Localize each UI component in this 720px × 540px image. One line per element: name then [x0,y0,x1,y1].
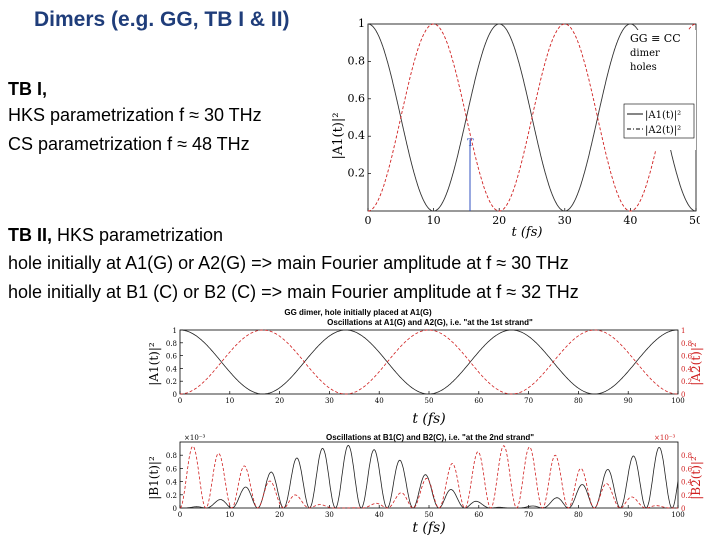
series-line-1 [180,444,679,509]
series-line-1 [180,329,678,395]
y-tick-label: 0.8 [166,452,177,460]
chart3-xlabel: t (fs) [412,520,445,536]
x-tick-label: 0 [178,511,182,519]
chart3-scale-right: ×10⁻³ [654,434,675,442]
x-tick-label: 30 [325,397,334,405]
x-tick-label: 40 [375,511,384,519]
x-tick-label: 20 [492,214,506,227]
x-tick-label: 40 [375,397,384,405]
x-tick-label: 30 [325,511,334,519]
tb1-hks-line: HKS parametrization f ≈ 30 THz [8,105,262,125]
y-tick-label-right: 0.6 [681,353,693,361]
y-tick-label-right: 0.4 [681,479,693,487]
series-line-2 [368,23,696,212]
chart1-legend-line2: dimer [630,48,660,59]
tb2-heading-rest: HKS parametrization [52,225,224,245]
chart2-frame [179,329,679,395]
chart2-ylabel-right: |A2(t)|² [689,342,703,386]
chart3-scale-left: ×10⁻³ [184,434,205,442]
series-line-2 [180,329,678,395]
series-line-2 [179,445,678,509]
y-tick-label: 0.2 [166,492,177,500]
chart1-legend-line1: GG ≡ CC [630,32,681,45]
y-tick-label: 0.4 [348,129,366,142]
chart1-ylabel: |A1(t)|² [331,113,346,160]
chart1-legend-box [623,103,695,139]
x-tick-label: 90 [624,511,633,519]
y-tick-label: 0.8 [166,340,177,348]
chart-tb1: |A1(t)|² 0.2 0.4 0.6 0.8 1 0 10 20 30 40 50 T GG … [331,18,700,240]
y-tick-label: 0.8 [348,54,366,67]
tb2-line-a: hole initially at A1(G) or A2(G) => main… [8,253,569,273]
chart1-legend-line3: holes [630,62,657,73]
chart2-ylabel: |A1(t)|² [147,342,161,386]
y-tick-label: 0.4 [166,365,178,373]
x-tick-label: 50 [689,214,700,227]
chart1-legend-a2: |A2(t)|² [645,125,681,136]
x-tick-label: 20 [275,397,284,405]
chart2-xlabel: t (fs) [412,411,445,427]
y-tick-label: 0.2 [348,167,366,180]
x-tick-label: 80 [574,511,583,519]
chart1-period-label: T [467,138,474,149]
y-tick-label: 0.6 [348,92,366,105]
x-tick-label: 100 [671,397,684,405]
y-tick-label: 0.6 [166,465,178,473]
x-tick-label: 0 [178,397,182,405]
y-tick-label: 0 [173,505,177,513]
x-tick-label: 80 [574,397,583,405]
y-tick-label-right: 0 [681,505,685,513]
y-tick-label-right: 0.4 [681,365,693,373]
y-tick-label-right: 0.6 [681,465,693,473]
chart3-ylabel: |B1(t)|² [147,456,161,500]
x-tick-label: 50 [425,511,434,519]
chart2-subtitle: Oscillations at A1(G) and A2(G), i.e. "a… [327,318,533,327]
x-tick-label: 10 [225,511,234,519]
y-tick-label: 1 [358,18,365,30]
chart3-ylabel-right: |B2(t)|² [689,456,703,500]
x-tick-label: 70 [524,511,533,519]
y-tick-label-right: 0 [681,391,685,399]
x-tick-label: 30 [558,214,572,227]
y-tick-label-right: 0.8 [681,452,692,460]
y-tick-label: 0.2 [166,378,177,386]
x-tick-label: 40 [623,214,637,227]
chart3-subtitle: Oscillations at B1(C) and B2(C), i.e. "a… [326,433,534,442]
chart3-frame [179,441,679,509]
tb1-cs-line: CS parametrization f ≈ 48 THz [8,134,250,154]
y-tick-label: 0.4 [166,479,178,487]
x-tick-label: 0 [365,214,372,227]
x-tick-label: 10 [225,397,234,405]
y-tick-label: 1 [173,327,177,335]
x-tick-label: 60 [474,511,483,519]
y-tick-label: 0.6 [166,353,178,361]
chart-b1-b2: Oscillations at B1(C) and B2(C), i.e. "a… [147,433,703,536]
x-tick-label: 10 [427,214,441,227]
y-tick-label-right: 1 [681,327,685,335]
x-tick-label: 70 [524,397,533,405]
x-tick-label: 60 [474,397,483,405]
y-tick-label: 0 [173,391,177,399]
slide-title: Dimers (e.g. GG, TB I & II) [34,8,290,31]
tb2-heading-line: TB II, HKS parametrization [8,224,223,246]
y-tick-label-right: 0.2 [681,492,692,500]
tb2-heading: TB II, [8,225,52,245]
y-tick-label-right: 0.8 [681,340,692,348]
tb2-line-b: hole initially at B1 (C) or B2 (C) => ma… [8,282,579,302]
tb1-heading: TB I, [8,79,47,99]
y-tick-label-right: 0.2 [681,378,692,386]
x-tick-label: 90 [624,397,633,405]
x-tick-label: 50 [425,397,434,405]
chart1-xlabel: t (fs) [512,225,543,240]
chart2-title: GG dimer, hole initially placed at A1(G) [284,308,432,317]
chart1-legend-a1: |A1(t)|² [645,110,681,121]
x-tick-label: 20 [275,511,284,519]
x-tick-label: 100 [671,511,684,519]
chart-a1-a2: GG dimer, hole initially placed at A1(G)… [147,308,703,427]
